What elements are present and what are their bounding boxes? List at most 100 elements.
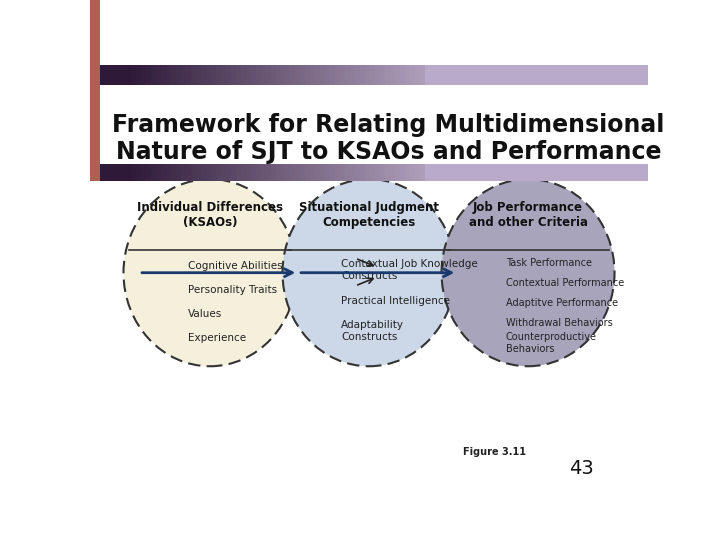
Text: Personality Traits: Personality Traits xyxy=(188,285,276,295)
Bar xyxy=(230,65,236,85)
Bar xyxy=(256,164,261,181)
Bar xyxy=(126,164,132,181)
Bar xyxy=(166,164,171,181)
Bar xyxy=(400,65,405,85)
Text: Values: Values xyxy=(188,309,222,319)
Bar xyxy=(216,164,221,181)
Bar xyxy=(425,65,648,85)
Bar xyxy=(341,164,346,181)
Bar xyxy=(315,164,321,181)
Bar xyxy=(420,164,426,181)
Bar xyxy=(206,65,212,85)
Bar xyxy=(375,164,381,181)
Bar xyxy=(365,65,371,85)
Bar xyxy=(266,164,271,181)
Ellipse shape xyxy=(282,179,456,366)
Bar xyxy=(410,65,415,85)
Bar xyxy=(235,164,241,181)
Bar xyxy=(126,65,132,85)
Bar xyxy=(261,164,266,181)
Bar xyxy=(230,164,236,181)
Bar xyxy=(395,65,400,85)
Bar xyxy=(320,65,326,85)
Bar xyxy=(171,164,176,181)
Bar xyxy=(390,164,395,181)
Bar xyxy=(176,65,181,85)
Bar xyxy=(385,65,390,85)
Bar xyxy=(325,164,330,181)
Text: 43: 43 xyxy=(569,458,593,477)
Bar xyxy=(355,164,361,181)
Bar xyxy=(380,164,385,181)
Bar xyxy=(305,65,311,85)
Bar xyxy=(305,164,311,181)
Bar xyxy=(211,65,217,85)
Bar xyxy=(151,164,157,181)
Bar xyxy=(251,65,256,85)
Bar xyxy=(350,65,356,85)
Bar xyxy=(360,164,366,181)
Bar xyxy=(286,164,291,181)
Bar xyxy=(300,164,306,181)
Bar xyxy=(271,65,276,85)
Bar xyxy=(415,65,420,85)
Bar xyxy=(390,65,395,85)
Bar xyxy=(161,164,166,181)
Bar xyxy=(146,65,152,85)
Bar xyxy=(266,65,271,85)
Bar xyxy=(221,65,226,85)
Bar xyxy=(226,65,231,85)
Bar xyxy=(370,65,376,85)
Bar xyxy=(295,65,301,85)
Text: Practical Intelligence: Practical Intelligence xyxy=(341,295,450,306)
Bar xyxy=(336,164,341,181)
Text: Figure 3.11: Figure 3.11 xyxy=(463,447,526,457)
Bar xyxy=(325,65,330,85)
Bar xyxy=(240,164,246,181)
Bar xyxy=(166,65,171,85)
Bar xyxy=(290,164,296,181)
Bar xyxy=(360,65,366,85)
Bar xyxy=(310,65,316,85)
Ellipse shape xyxy=(124,179,297,366)
Bar xyxy=(286,65,291,85)
Bar xyxy=(141,65,147,85)
Bar xyxy=(420,65,426,85)
Bar xyxy=(345,65,351,85)
Bar xyxy=(300,65,306,85)
Bar xyxy=(226,164,231,181)
Bar xyxy=(425,164,648,181)
Bar xyxy=(90,0,100,181)
Bar xyxy=(295,164,301,181)
Bar xyxy=(276,164,281,181)
Bar xyxy=(131,164,137,181)
Bar xyxy=(146,164,152,181)
Bar xyxy=(330,65,336,85)
Text: Counterproductive
Behaviors: Counterproductive Behaviors xyxy=(505,333,597,354)
Bar xyxy=(246,65,251,85)
Text: Task Performance: Task Performance xyxy=(505,258,592,268)
Bar xyxy=(400,164,405,181)
Bar xyxy=(196,164,202,181)
Bar xyxy=(176,164,181,181)
Text: Nature of SJT to KSAOs and Performance: Nature of SJT to KSAOs and Performance xyxy=(116,140,661,164)
Bar xyxy=(191,164,197,181)
Text: Experience: Experience xyxy=(188,334,246,343)
Bar xyxy=(345,164,351,181)
Bar xyxy=(186,65,192,85)
Bar xyxy=(281,164,286,181)
Bar xyxy=(206,164,212,181)
Bar xyxy=(216,65,221,85)
Text: Job Performance
and other Criteria: Job Performance and other Criteria xyxy=(469,201,588,229)
Bar xyxy=(136,164,142,181)
Bar xyxy=(355,65,361,85)
Bar xyxy=(141,164,147,181)
Bar xyxy=(350,164,356,181)
Bar xyxy=(191,65,197,85)
Bar xyxy=(256,65,261,85)
Bar xyxy=(281,65,286,85)
Bar xyxy=(90,65,126,85)
Bar xyxy=(221,164,226,181)
Bar xyxy=(156,164,162,181)
Bar xyxy=(196,65,202,85)
